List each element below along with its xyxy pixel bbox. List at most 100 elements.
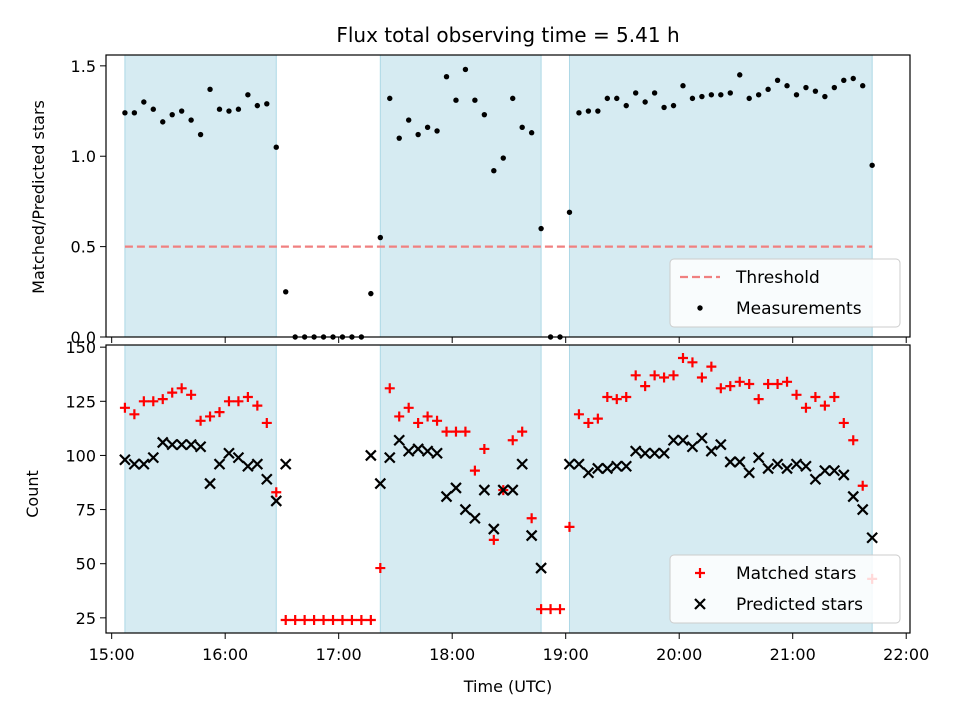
- predicted-star-point: [213, 458, 226, 470]
- predicted-star-point: [715, 438, 727, 451]
- matched-star-point: [555, 604, 566, 615]
- measurement-point: [755, 92, 762, 98]
- measurement-point: [226, 108, 232, 114]
- predicted-star-point: [232, 451, 245, 464]
- predicted-star-point: [847, 490, 860, 503]
- matched-star-point: [564, 521, 575, 532]
- matched-star-point: [422, 411, 433, 422]
- matched-star-point: [261, 417, 272, 428]
- measurement-point: [718, 92, 724, 98]
- matched-star-point: [365, 615, 376, 626]
- measurement-point: [491, 167, 497, 174]
- measurement-point: [765, 86, 771, 93]
- measurement-point: [784, 83, 790, 89]
- predicted-star-point: [279, 458, 292, 470]
- measurement-point: [368, 290, 374, 297]
- predicted-star-point: [402, 445, 415, 457]
- measurement-point: [850, 75, 856, 82]
- top-ytick-label: 0.0: [71, 328, 96, 347]
- matched-star-point: [233, 396, 244, 407]
- matched-star-point: [328, 615, 339, 626]
- matched-star-point: [602, 391, 613, 402]
- predicted-star-point: [781, 462, 793, 475]
- measurement-point: [774, 77, 781, 84]
- top-ytick-label: 1.5: [71, 57, 96, 76]
- bottom-ytick-label: 125: [65, 392, 96, 411]
- measurement-point: [434, 128, 440, 134]
- matched-star-point: [782, 376, 793, 387]
- measurement-point: [812, 88, 819, 94]
- matched-star-point: [659, 372, 670, 383]
- predicted-star-point: [819, 464, 831, 477]
- xtick-label: 20:00: [656, 645, 702, 664]
- top-shaded-interval: [124, 54, 277, 338]
- measurement-point: [689, 95, 696, 102]
- predicted-star-point: [204, 477, 216, 490]
- top-shaded-interval: [379, 54, 542, 338]
- matched-star-point: [715, 383, 726, 394]
- measurement-point: [670, 102, 677, 109]
- predicted-star-point: [393, 434, 406, 447]
- predicted-star-point: [478, 484, 491, 496]
- matched-star-point: [829, 391, 840, 402]
- predicted-star-point: [147, 451, 160, 464]
- measurement-point: [150, 106, 156, 112]
- matched-star-point: [744, 378, 755, 389]
- measurement-point: [680, 83, 686, 89]
- predicted-star-point: [573, 458, 585, 470]
- predicted-star-point: [838, 469, 850, 481]
- matched-star-point: [857, 480, 868, 491]
- predicted-star-point: [194, 440, 207, 453]
- measurement-point: [661, 104, 667, 111]
- matched-star-point: [573, 409, 584, 420]
- predicted-star-point: [610, 460, 623, 473]
- bottom-ylabel: Count: [23, 470, 42, 518]
- measurement-point: [472, 97, 478, 103]
- matched-star-point: [838, 417, 849, 428]
- predicted-star-point: [506, 484, 519, 496]
- matched-star-point: [356, 615, 367, 626]
- matched-star-point: [318, 615, 329, 626]
- matched-star-point: [526, 513, 537, 524]
- predicted-star-point: [828, 464, 841, 477]
- top-axes-frame: [105, 54, 911, 338]
- predicted-star-point: [270, 495, 283, 507]
- measurement-point: [528, 130, 535, 136]
- matched-star-point: [630, 370, 641, 381]
- measurement-point: [396, 135, 402, 141]
- measurement-point: [387, 95, 393, 102]
- legend-matched-swatch: [695, 568, 705, 578]
- matched-star-point: [800, 402, 811, 413]
- measurement-point: [519, 124, 525, 131]
- predicted-star-point: [620, 460, 633, 473]
- predicted-star-point: [601, 462, 614, 475]
- matched-star-point: [536, 604, 547, 615]
- measurement-point: [254, 102, 261, 109]
- matched-star-point: [621, 391, 632, 402]
- top-legend-box: [669, 258, 901, 328]
- measurement-point: [860, 83, 866, 89]
- bottom-ytick-label: 100: [65, 446, 96, 465]
- matched-star-point: [403, 402, 414, 413]
- top-ytick-label: 0.5: [71, 238, 96, 257]
- matched-star-point: [450, 426, 461, 437]
- measurement-point: [604, 95, 611, 102]
- predicted-star-point: [365, 449, 377, 462]
- bottom-panel: 25 50 75 100 125 150 15:00 16:00 17:00 18:00 19:00…: [65, 338, 929, 664]
- measurement-point: [188, 117, 194, 123]
- top-ytick-label: 1.0: [71, 147, 96, 166]
- matched-star-point: [346, 615, 357, 626]
- legend-label: Predicted stars: [736, 595, 863, 615]
- predicted-star-point: [223, 447, 235, 460]
- legend-predicted-swatch: [694, 598, 706, 610]
- matched-star-point: [186, 389, 197, 400]
- predicted-star-point: [488, 523, 500, 535]
- measurement-point: [510, 95, 516, 102]
- predicted-star-point: [497, 484, 510, 496]
- predicted-star-point: [582, 466, 595, 479]
- predicted-star-point: [648, 447, 661, 460]
- predicted-star-point: [412, 443, 424, 455]
- predicted-star-point: [677, 434, 689, 447]
- measurement-point: [576, 110, 582, 116]
